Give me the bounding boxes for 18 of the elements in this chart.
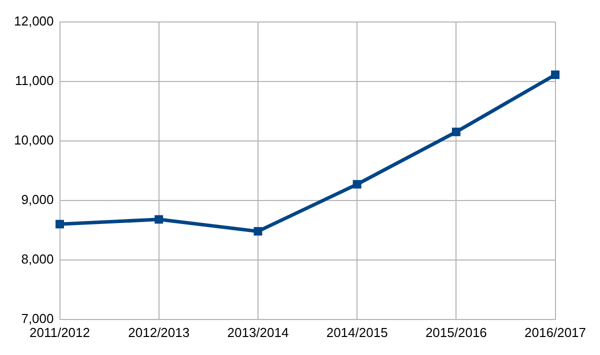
x-tick-label: 2015/2016	[425, 324, 487, 340]
x-tick-label: 2014/2015	[326, 324, 388, 340]
x-tick-label: 2016/2017	[524, 324, 586, 340]
point	[452, 128, 460, 136]
x-tick-label: 2012/2013	[128, 324, 190, 340]
point	[352, 180, 362, 189]
y-tick-label: 7,000	[21, 310, 54, 326]
y-tick-label: 9,000	[21, 192, 54, 207]
x-tick-label: 2011/2012	[30, 324, 90, 340]
point	[551, 70, 560, 80]
y-tick-label: 10,000	[14, 132, 54, 148]
y-tick-label: 8,000	[21, 251, 54, 266]
point	[56, 220, 64, 228]
point	[154, 215, 164, 224]
x-tick-label: 2013/2014	[227, 324, 289, 340]
y-tick-label: 12,000	[14, 13, 54, 28]
y-tick-label: 11,000	[14, 72, 54, 88]
point	[254, 227, 262, 236]
